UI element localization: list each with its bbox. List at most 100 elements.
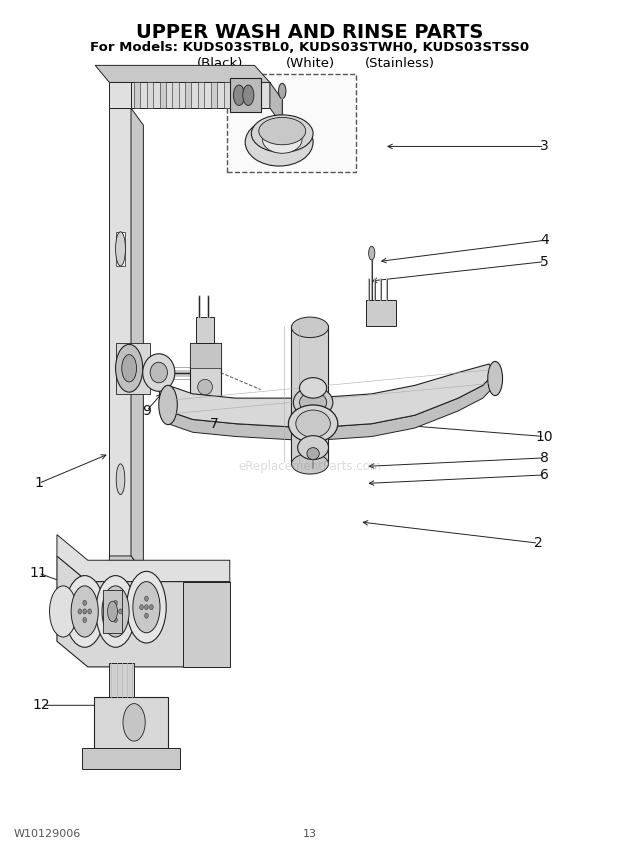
Ellipse shape [50, 586, 77, 637]
Polygon shape [115, 342, 149, 394]
Ellipse shape [140, 604, 143, 609]
Ellipse shape [133, 581, 160, 633]
Ellipse shape [291, 454, 329, 474]
Ellipse shape [251, 115, 313, 152]
Ellipse shape [245, 118, 313, 166]
Polygon shape [172, 82, 179, 108]
Ellipse shape [150, 362, 167, 383]
Ellipse shape [113, 609, 117, 614]
Text: 13: 13 [303, 829, 317, 839]
Polygon shape [147, 82, 153, 108]
Text: 1: 1 [34, 477, 43, 490]
Ellipse shape [234, 85, 244, 105]
Text: W10129006: W10129006 [14, 829, 81, 839]
Ellipse shape [299, 377, 327, 398]
Polygon shape [109, 663, 134, 697]
Polygon shape [57, 535, 230, 581]
Ellipse shape [126, 571, 166, 643]
Polygon shape [190, 342, 221, 398]
Polygon shape [131, 108, 143, 573]
Polygon shape [196, 317, 215, 342]
Text: (Stainless): (Stainless) [365, 56, 435, 70]
Text: UPPER WASH AND RINSE PARTS: UPPER WASH AND RINSE PARTS [136, 23, 484, 42]
Polygon shape [115, 232, 125, 266]
Polygon shape [82, 748, 180, 770]
Ellipse shape [488, 361, 503, 395]
Ellipse shape [113, 600, 117, 605]
Ellipse shape [144, 613, 148, 618]
Polygon shape [184, 581, 230, 667]
Ellipse shape [116, 464, 125, 495]
Polygon shape [109, 82, 131, 108]
Ellipse shape [113, 617, 117, 622]
Polygon shape [109, 108, 131, 556]
Ellipse shape [96, 575, 135, 647]
Ellipse shape [102, 586, 129, 637]
Ellipse shape [144, 596, 148, 601]
Ellipse shape [198, 379, 213, 395]
Ellipse shape [299, 392, 327, 413]
Text: (Black): (Black) [197, 56, 244, 70]
Ellipse shape [115, 344, 143, 392]
Ellipse shape [149, 604, 153, 609]
Ellipse shape [78, 609, 82, 614]
Ellipse shape [259, 117, 306, 145]
Text: 7: 7 [210, 417, 219, 431]
Ellipse shape [115, 232, 125, 266]
Ellipse shape [296, 410, 330, 437]
Polygon shape [366, 300, 396, 325]
Ellipse shape [122, 354, 136, 382]
Text: 5: 5 [540, 254, 549, 269]
Ellipse shape [262, 126, 302, 153]
Text: 12: 12 [33, 698, 50, 712]
Text: 8: 8 [540, 451, 549, 465]
Text: 6: 6 [540, 468, 549, 482]
Ellipse shape [369, 247, 375, 260]
Text: 3: 3 [540, 140, 549, 153]
Polygon shape [291, 325, 329, 467]
Ellipse shape [143, 354, 175, 391]
Ellipse shape [88, 609, 92, 614]
Ellipse shape [291, 317, 329, 337]
Text: For Models: KUDS03STBL0, KUDS03STWH0, KUDS03STSS0: For Models: KUDS03STBL0, KUDS03STWH0, KU… [91, 40, 529, 54]
Ellipse shape [118, 609, 122, 614]
Ellipse shape [83, 609, 87, 614]
Polygon shape [230, 78, 260, 112]
Bar [227, 74, 356, 172]
Polygon shape [57, 556, 230, 667]
Ellipse shape [144, 604, 148, 609]
Polygon shape [168, 364, 495, 428]
Text: 11: 11 [30, 566, 47, 580]
Text: 2: 2 [534, 536, 542, 550]
Ellipse shape [71, 586, 99, 637]
Ellipse shape [159, 385, 177, 425]
Ellipse shape [83, 617, 87, 622]
Polygon shape [95, 65, 270, 82]
Ellipse shape [242, 85, 254, 105]
Polygon shape [198, 82, 204, 108]
Polygon shape [190, 342, 221, 368]
Ellipse shape [293, 387, 333, 418]
Text: (White): (White) [285, 56, 335, 70]
Text: 9: 9 [142, 404, 151, 418]
Polygon shape [109, 556, 143, 573]
Polygon shape [134, 82, 140, 108]
Polygon shape [94, 697, 168, 752]
Ellipse shape [65, 575, 104, 647]
Polygon shape [185, 82, 192, 108]
Text: 10: 10 [536, 430, 554, 443]
Text: 4: 4 [540, 234, 549, 247]
Text: eReplacementParts.com: eReplacementParts.com [238, 460, 382, 473]
Ellipse shape [307, 448, 319, 460]
Ellipse shape [278, 83, 286, 98]
Ellipse shape [107, 601, 117, 621]
Ellipse shape [123, 704, 145, 741]
Polygon shape [211, 82, 217, 108]
Polygon shape [160, 82, 166, 108]
Polygon shape [168, 372, 495, 441]
Ellipse shape [83, 600, 87, 605]
Ellipse shape [108, 609, 112, 614]
Polygon shape [270, 82, 282, 125]
Polygon shape [131, 82, 270, 108]
Ellipse shape [298, 436, 329, 460]
